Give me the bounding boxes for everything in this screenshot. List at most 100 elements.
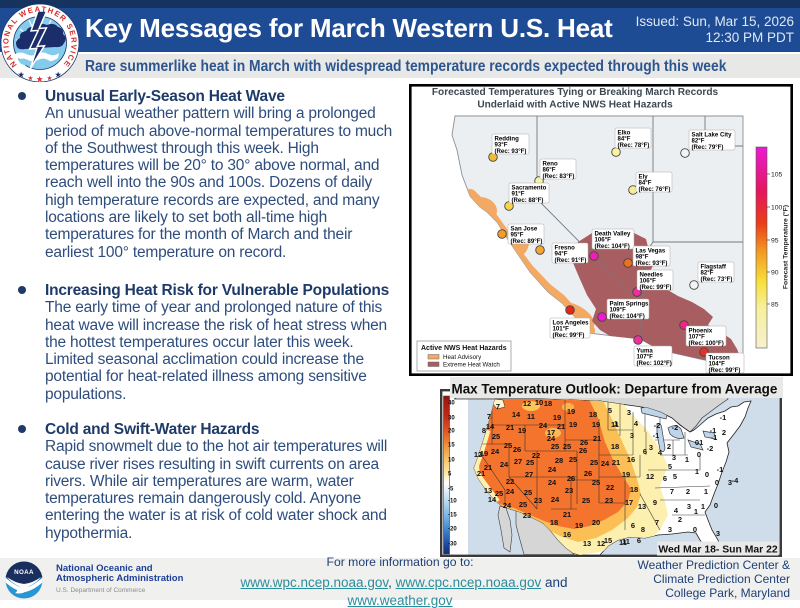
svg-text:94°F: 94°F <box>555 251 568 258</box>
svg-text:4: 4 <box>634 419 639 428</box>
svg-text:7: 7 <box>496 402 500 411</box>
svg-text:20: 20 <box>448 429 455 435</box>
svg-text:105: 105 <box>771 172 783 179</box>
svg-text:24: 24 <box>500 460 509 469</box>
svg-text:21: 21 <box>506 423 514 432</box>
svg-text:8: 8 <box>482 426 486 435</box>
svg-text:-1: -1 <box>653 431 660 440</box>
svg-text:27: 27 <box>514 457 522 466</box>
svg-text:18: 18 <box>611 442 619 451</box>
svg-text:11: 11 <box>619 538 627 547</box>
svg-text:3: 3 <box>649 443 653 452</box>
svg-text:86°F: 86°F <box>543 167 556 174</box>
svg-text:0: 0 <box>697 450 701 459</box>
svg-text:23: 23 <box>565 486 573 495</box>
svg-text:Elko: Elko <box>618 129 631 136</box>
svg-text:1: 1 <box>694 507 698 516</box>
svg-text:25: 25 <box>592 478 600 487</box>
svg-text:18: 18 <box>550 518 558 527</box>
svg-text:26: 26 <box>513 445 521 454</box>
svg-text:3: 3 <box>728 478 732 487</box>
svg-text:18: 18 <box>630 485 638 494</box>
svg-text:-2: -2 <box>707 444 714 453</box>
svg-text:3: 3 <box>672 453 676 462</box>
svg-text:(Rec: 79°F): (Rec: 79°F) <box>692 144 724 151</box>
svg-text:13: 13 <box>484 486 492 495</box>
svg-text:Underlaid with Active NWS Heat: Underlaid with Active NWS Heat Hazards <box>477 100 673 111</box>
svg-text:100: 100 <box>771 205 783 212</box>
svg-text:104°F: 104°F <box>709 361 726 368</box>
svg-text:7: 7 <box>655 518 659 527</box>
svg-text:(Rec: 76°F): (Rec: 76°F) <box>639 186 671 193</box>
svg-text:-1: -1 <box>697 438 704 447</box>
svg-text:Phoenix: Phoenix <box>689 327 713 334</box>
svg-text:98°F: 98°F <box>636 254 649 261</box>
svg-text:82°F: 82°F <box>692 138 705 145</box>
svg-text:19: 19 <box>575 521 583 530</box>
svg-text:NOAA: NOAA <box>14 569 34 576</box>
svg-text:19: 19 <box>592 420 600 429</box>
svg-text:Palm Springs: Palm Springs <box>610 300 650 307</box>
svg-text:2: 2 <box>722 428 726 437</box>
svg-text:23: 23 <box>605 496 613 505</box>
svg-text:6: 6 <box>663 474 667 483</box>
svg-text:(Rec: 73°F): (Rec: 73°F) <box>701 276 733 283</box>
svg-text:11: 11 <box>611 420 619 429</box>
svg-text:6: 6 <box>643 447 647 456</box>
svg-text:24: 24 <box>551 495 560 504</box>
svg-text:84°F: 84°F <box>618 136 631 143</box>
svg-text:19: 19 <box>553 413 561 422</box>
svg-text:24: 24 <box>503 501 512 510</box>
svg-text:25: 25 <box>524 488 532 497</box>
svg-text:20: 20 <box>592 518 600 527</box>
svg-text:4: 4 <box>674 506 679 515</box>
svg-text:106°F: 106°F <box>595 237 612 244</box>
svg-text:★: ★ <box>37 76 44 83</box>
svg-text:0: 0 <box>715 478 719 487</box>
svg-text:(Rec: 104°F): (Rec: 104°F) <box>595 243 630 250</box>
svg-text:26: 26 <box>580 438 588 447</box>
svg-text:11: 11 <box>622 537 630 546</box>
svg-text:(Rec: 89°F): (Rec: 89°F) <box>511 238 543 245</box>
svg-text:1: 1 <box>704 487 708 496</box>
svg-text:106°F: 106°F <box>640 278 657 285</box>
svg-text:★: ★ <box>47 75 53 82</box>
svg-text:25: 25 <box>551 442 559 451</box>
svg-text:5: 5 <box>608 406 612 415</box>
svg-text:22: 22 <box>506 477 514 486</box>
svg-text:-1: -1 <box>720 413 727 422</box>
svg-text:0: 0 <box>695 438 699 447</box>
svg-text:24: 24 <box>548 465 557 474</box>
svg-text:Reno: Reno <box>543 160 559 167</box>
svg-text:1: 1 <box>614 419 618 428</box>
svg-text:10: 10 <box>535 398 543 407</box>
svg-text:5: 5 <box>448 472 452 478</box>
svg-text:-2: -2 <box>654 421 661 430</box>
svg-text:19: 19 <box>567 407 575 416</box>
svg-text:Flagstaff: Flagstaff <box>701 263 727 270</box>
svg-text:21: 21 <box>563 510 571 519</box>
svg-text:13: 13 <box>583 539 591 548</box>
svg-text:22: 22 <box>606 483 614 492</box>
svg-text:15: 15 <box>448 443 455 449</box>
svg-text:25: 25 <box>563 442 571 451</box>
svg-text:1: 1 <box>685 455 689 464</box>
svg-text:12: 12 <box>597 539 605 548</box>
svg-text:Extreme Heat Watch: Extreme Heat Watch <box>443 361 500 368</box>
svg-text:4: 4 <box>658 448 663 457</box>
svg-text:Heat Advisory: Heat Advisory <box>443 354 482 361</box>
svg-text:7: 7 <box>487 412 491 421</box>
svg-text:24: 24 <box>539 421 548 430</box>
svg-text:6: 6 <box>631 521 635 530</box>
svg-text:Max Temperature Outlook: Depar: Max Temperature Outlook: Departure from … <box>452 382 778 397</box>
svg-text:Forecasted Temperatures Tying: Forecasted Temperatures Tying or Breakin… <box>432 87 719 98</box>
svg-text:2: 2 <box>686 487 690 496</box>
svg-text:Fresno: Fresno <box>555 244 576 251</box>
svg-text:25: 25 <box>495 489 503 498</box>
svg-text:107°F: 107°F <box>637 354 654 361</box>
svg-text:(Rec: 100°F): (Rec: 100°F) <box>689 340 724 347</box>
svg-text:17: 17 <box>547 428 555 437</box>
svg-text:24: 24 <box>491 447 500 456</box>
svg-text:★: ★ <box>55 71 62 79</box>
svg-text:3: 3 <box>716 529 720 538</box>
